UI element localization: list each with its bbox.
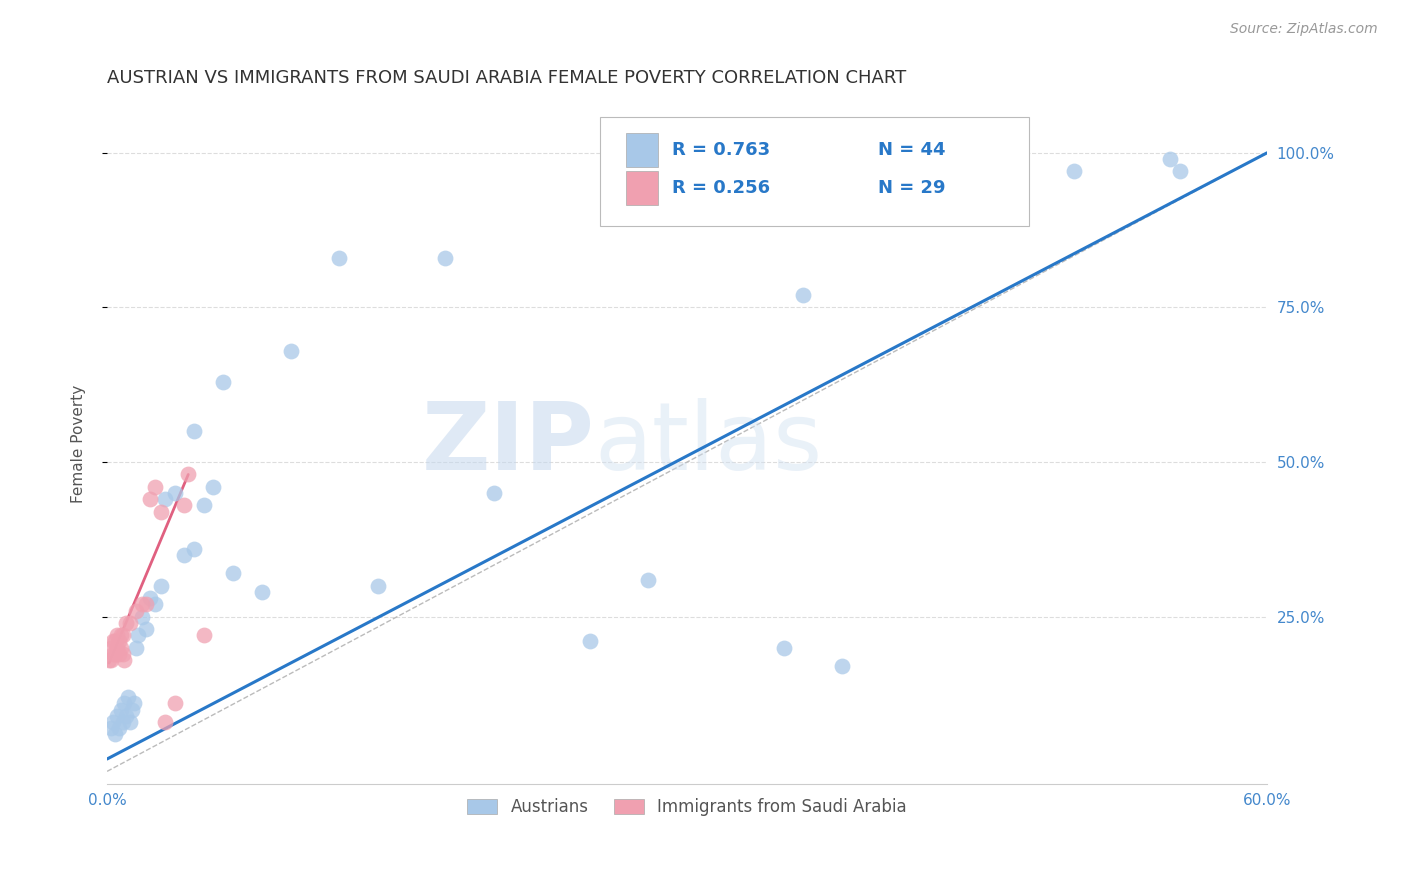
FancyBboxPatch shape [626,171,658,205]
Point [135,598,157,612]
Point [120,615,142,630]
Point [1168,164,1191,178]
Point [138,492,160,507]
Point [150,505,173,519]
Point [100,653,122,667]
Point [579,634,602,648]
Point [163,486,186,500]
Point [145,598,167,612]
Point [202,480,225,494]
Y-axis label: Female Poverty: Female Poverty [72,384,86,503]
Point [111,714,134,729]
Point [125,640,148,655]
Point [111,647,134,661]
Point [434,251,457,265]
Point [104,634,127,648]
Point [280,343,302,358]
Point [637,573,659,587]
Point [111,628,134,642]
Point [193,628,215,642]
Point [107,721,129,735]
Point [1063,164,1085,178]
Point [831,659,853,673]
Point [138,591,160,606]
Point [101,634,124,648]
Point [145,480,167,494]
Point [131,609,153,624]
Text: N = 44: N = 44 [879,141,946,159]
Point [173,499,195,513]
Point [120,714,142,729]
Point [250,585,273,599]
Point [104,647,127,661]
Point [153,714,176,729]
Point [135,622,157,636]
Point [212,375,235,389]
Point [114,696,136,710]
Text: N = 29: N = 29 [879,179,946,197]
Point [104,727,127,741]
Point [328,251,350,265]
Point [107,634,129,648]
Point [101,647,124,661]
Text: atlas: atlas [595,398,823,490]
Point [100,640,122,655]
Point [193,499,215,513]
Point [117,690,139,705]
Point [153,492,176,507]
Text: Source: ZipAtlas.com: Source: ZipAtlas.com [1230,22,1378,37]
Point [110,640,132,655]
Point [367,579,389,593]
Point [107,647,129,661]
Point [150,579,173,593]
Point [122,696,145,710]
Point [772,640,794,655]
Point [105,708,128,723]
Point [183,424,205,438]
Point [98,653,121,667]
Point [110,702,132,716]
Text: R = 0.763: R = 0.763 [672,141,770,159]
FancyBboxPatch shape [600,117,1029,226]
Point [105,640,128,655]
Text: AUSTRIAN VS IMMIGRANTS FROM SAUDI ARABIA FEMALE POVERTY CORRELATION CHART: AUSTRIAN VS IMMIGRANTS FROM SAUDI ARABIA… [107,69,907,87]
Point [115,708,138,723]
Point [121,702,143,716]
Legend: Austrians, Immigrants from Saudi Arabia: Austrians, Immigrants from Saudi Arabia [461,792,914,823]
Point [163,696,186,710]
Point [127,628,149,642]
Point [125,603,148,617]
Point [908,170,931,185]
Point [482,486,505,500]
Text: ZIP: ZIP [422,398,595,490]
Point [105,628,128,642]
Point [114,653,136,667]
Point [173,548,195,562]
Point [101,714,124,729]
Point [110,628,132,642]
Point [177,467,200,482]
Point [792,288,814,302]
Point [131,598,153,612]
Text: R = 0.256: R = 0.256 [672,179,770,197]
Point [183,541,205,556]
Point [115,615,138,630]
Point [1159,152,1181,166]
FancyBboxPatch shape [626,133,658,167]
Point [100,721,122,735]
Point [222,566,245,581]
